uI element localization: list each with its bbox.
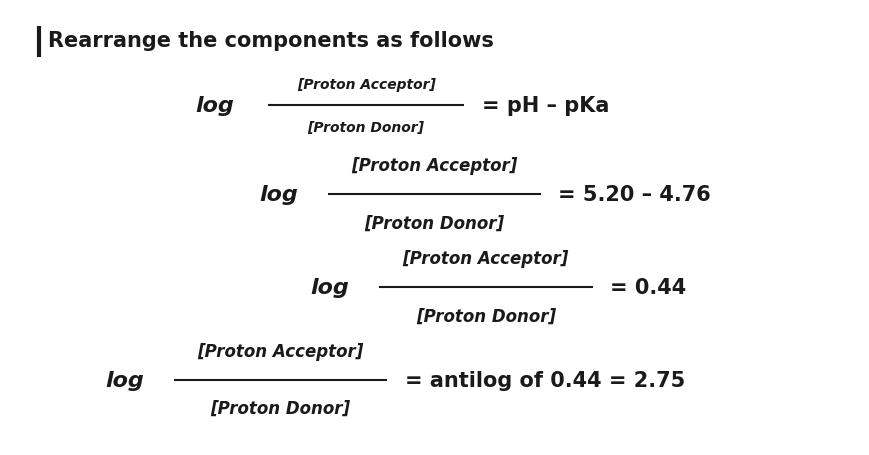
- Text: [Proton Acceptor]: [Proton Acceptor]: [351, 157, 518, 175]
- Text: = antilog of 0.44 = 2.75: = antilog of 0.44 = 2.75: [405, 370, 685, 389]
- Text: log: log: [105, 370, 144, 389]
- Text: [Proton Acceptor]: [Proton Acceptor]: [402, 249, 569, 268]
- Text: log: log: [195, 96, 234, 116]
- Text: = 5.20 – 4.76: = 5.20 – 4.76: [559, 184, 711, 204]
- Text: = 0.44: = 0.44: [610, 277, 686, 297]
- Text: Rearrange the components as follows: Rearrange the components as follows: [48, 31, 494, 51]
- Text: log: log: [259, 184, 298, 204]
- Text: [Proton Donor]: [Proton Donor]: [415, 307, 556, 325]
- Text: = pH – pKa: = pH – pKa: [481, 96, 609, 116]
- Text: log: log: [310, 277, 349, 297]
- Text: [Proton Donor]: [Proton Donor]: [210, 399, 351, 417]
- Text: [Proton Acceptor]: [Proton Acceptor]: [296, 78, 435, 92]
- Text: [Proton Donor]: [Proton Donor]: [364, 214, 505, 232]
- Text: [Proton Donor]: [Proton Donor]: [308, 121, 425, 134]
- Text: [Proton Acceptor]: [Proton Acceptor]: [197, 342, 364, 360]
